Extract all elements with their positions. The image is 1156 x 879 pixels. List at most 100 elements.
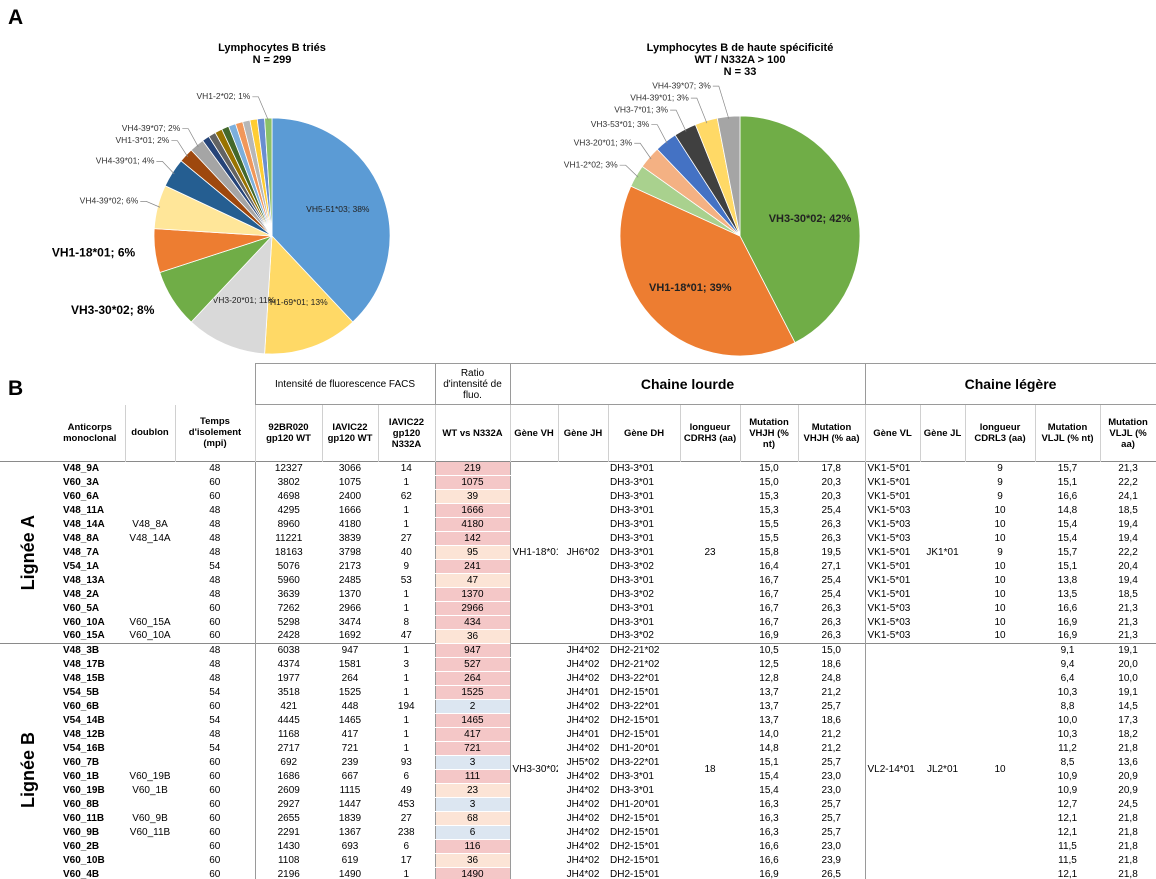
cell: 16,9 — [759, 630, 779, 642]
cell: 15,5 — [759, 532, 779, 544]
column-header: Mutation VLJL (% nt) — [1035, 404, 1101, 462]
cell: 15,1 — [1057, 476, 1078, 488]
cell: 2400 — [338, 490, 362, 502]
cell: DH3-3*02 — [610, 560, 654, 572]
cell: V48_11A — [63, 504, 105, 516]
cell: 9,1 — [1035, 643, 1101, 658]
cell: 8,5 — [1060, 756, 1075, 768]
cell: DH3-3*01 — [610, 532, 654, 544]
cell: 10 — [994, 518, 1006, 530]
cell: 9 — [997, 546, 1003, 558]
cell: 9 — [403, 560, 410, 572]
slice-label: VH3-20*01; 11% — [213, 295, 276, 305]
cell: V60_3A — [63, 476, 100, 488]
cell: V60_9B — [132, 812, 168, 824]
cell: 60 — [209, 602, 221, 614]
table-row: V60_10A V60_15A 60 5298 3474 8 434 DH3-3*01 16,7… — [0, 615, 1156, 630]
cell: 54 — [209, 742, 221, 754]
column-header: doublon — [125, 404, 176, 462]
cell: 24,5 — [1118, 798, 1138, 810]
cell: 60 — [209, 798, 221, 810]
chart-title: Lymphocytes B de haute spécificité — [647, 42, 834, 54]
slice-label: VH1-18*01; 6% — [52, 246, 136, 260]
cell: 25,7 — [821, 826, 841, 838]
column-header: longueur CDRH3 (aa) — [680, 404, 741, 462]
cell: 4445 — [254, 713, 322, 728]
cell: 4698 — [254, 489, 322, 504]
cell: 17,3 — [1118, 714, 1138, 726]
ratio-cell: 68 — [434, 811, 510, 826]
table-row: V60_6B 60 421 448 194 2 JH4*02 DH3-22*01 13,7 25,… — [0, 699, 1156, 714]
cell: V54_1A — [63, 560, 100, 572]
cell: 19,5 — [821, 546, 841, 558]
cell: 12327 — [254, 461, 322, 476]
leader-line — [182, 128, 199, 148]
cell: 15,8 — [759, 546, 779, 558]
cell: 4180 — [338, 518, 362, 530]
cell: 40 — [400, 546, 412, 558]
table-row: V60_3A 60 3802 1075 1 1075 DH3-3*01 15,0 20,3 VK1… — [0, 475, 1156, 490]
table-row: V60_19B V60_1B 60 2609 1115 49 23 JH4*02 DH3-3*0… — [0, 783, 1156, 798]
cell: 1430 — [254, 839, 322, 854]
cell: JH4*02 — [566, 700, 600, 712]
cell: 60 — [209, 616, 221, 628]
cell: 14,8 — [759, 742, 779, 754]
cell: DH3-3*01 — [610, 504, 654, 516]
cell: 1 — [378, 643, 435, 658]
cell: 60 — [209, 854, 221, 866]
ratio-cell: 3 — [434, 797, 510, 812]
ratio-cell: 721 — [434, 741, 510, 756]
slice-label: VH4-39*07; 3% — [652, 80, 711, 90]
cell: V48_9A — [55, 461, 125, 476]
cell: DH2-15*01 — [610, 812, 660, 824]
cell: VK1-5*01 — [864, 587, 921, 602]
cell: 25,7 — [821, 798, 841, 810]
cell: 16,6 — [759, 840, 779, 852]
cell — [125, 658, 175, 672]
cell: 60 — [209, 756, 221, 768]
blank — [0, 364, 255, 405]
leader-line — [619, 164, 639, 178]
cell: DH2-15*01 — [610, 840, 660, 852]
cell: V60_11B — [63, 812, 105, 824]
cell: 1 — [403, 714, 410, 726]
cell: V54_5B — [63, 686, 100, 698]
cell: JH4*02 — [566, 658, 600, 670]
cell: VK1-5*03 — [864, 601, 921, 616]
cell: 16,9 — [759, 868, 779, 879]
cell: JH4*02 — [566, 784, 600, 796]
cell — [125, 798, 175, 812]
table-row: V48_14A V48_8A 48 8960 4180 1 4180 DH3-3*01 15,5… — [0, 517, 1156, 532]
cell — [125, 560, 175, 574]
cell: 54 — [209, 560, 221, 572]
cell: 60 — [209, 840, 221, 852]
cell: 1 — [403, 728, 410, 740]
cell: 16,4 — [759, 560, 779, 572]
cell: 21,8 — [1118, 742, 1138, 754]
cell — [125, 476, 175, 490]
leader-line — [156, 161, 175, 175]
cell: DH3-3*02 — [610, 588, 654, 600]
cell: 1370 — [338, 588, 362, 600]
cell: DH1-20*01 — [610, 798, 660, 810]
cell: 692 — [254, 755, 322, 770]
cell: 3639 — [254, 587, 322, 602]
column-header: Gène VH — [509, 404, 559, 462]
cell: 24,8 — [821, 672, 841, 684]
slice-label: VH1-69*01; 13% — [264, 297, 328, 307]
cell: V60_5A — [63, 602, 100, 614]
table-row: V60_15A V60_10A 60 2428 1692 47 36 DH3-3*02 16,9… — [0, 629, 1156, 644]
cell: JH4*01 — [566, 728, 600, 740]
ratio-cell: 142 — [434, 531, 510, 546]
cell: 194 — [397, 700, 415, 712]
cell: 12,1 — [1057, 812, 1078, 824]
cell: V48_7A — [63, 546, 100, 558]
cell: 93 — [400, 756, 412, 768]
ratio-cell: 6 — [434, 825, 510, 840]
cell: 16,7 — [759, 616, 779, 628]
cell: 54 — [209, 686, 221, 698]
cell: V60_10A — [63, 616, 105, 628]
cell: 6,4 — [1060, 672, 1075, 684]
cell: 13,7 — [759, 686, 779, 698]
